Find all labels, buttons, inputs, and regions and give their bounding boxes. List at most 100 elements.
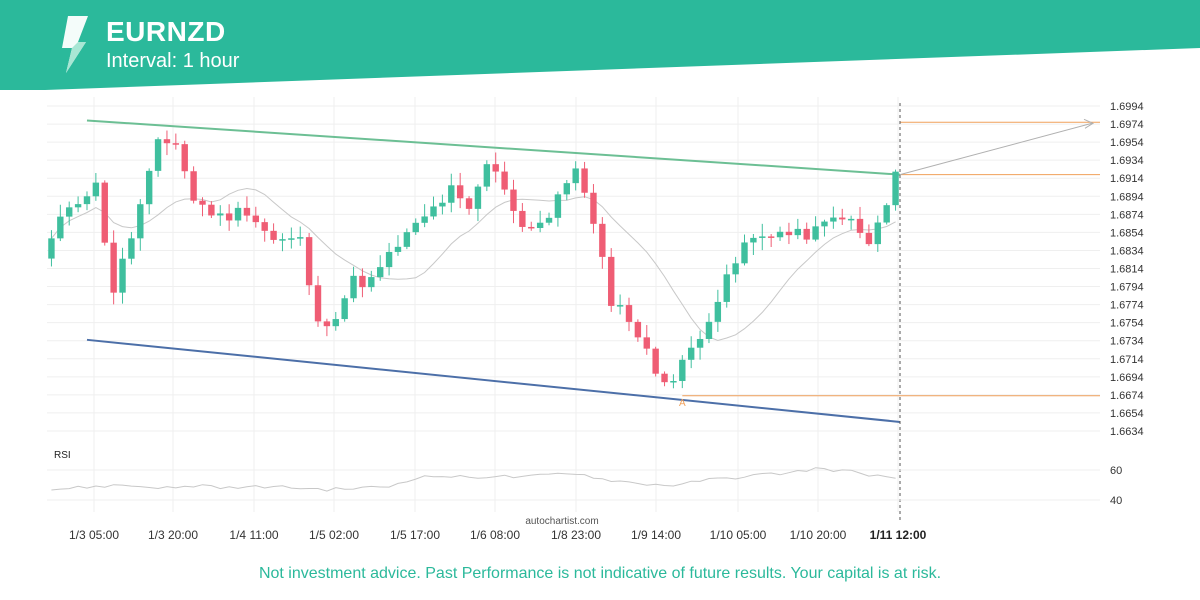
candle-body <box>181 144 188 172</box>
candle-body <box>892 171 899 206</box>
price-tick-label: 1.6834 <box>1110 245 1144 257</box>
rsi-label: RSI <box>54 450 71 461</box>
candle-body <box>812 226 819 240</box>
candle-body <box>412 222 419 233</box>
time-tick-label: 1/10 20:00 <box>790 528 847 542</box>
candle-body <box>519 210 526 227</box>
candle-body <box>119 258 126 293</box>
candle-body <box>74 204 82 208</box>
price-tick-label: 1.6974 <box>1110 119 1144 131</box>
candle-body <box>572 168 579 184</box>
price-tick-label: 1.6694 <box>1110 372 1144 384</box>
candle-body <box>225 213 233 221</box>
candle-body <box>110 242 117 293</box>
risk-disclaimer: Not investment advice. Past Performance … <box>258 565 942 582</box>
price-tick-label: 1.6894 <box>1110 191 1144 203</box>
time-tick-label: 1/5 02:00 <box>309 528 359 542</box>
candle-body <box>554 194 562 218</box>
time-tick-label: 1/5 17:00 <box>390 528 440 542</box>
price-tick-label: 1.6774 <box>1110 300 1144 312</box>
candle-body <box>545 217 553 223</box>
candle-body <box>243 207 251 216</box>
candle-body <box>403 232 411 247</box>
candle-body <box>305 237 313 286</box>
watermark: autochartist.com <box>525 516 598 527</box>
candle-body <box>474 186 482 209</box>
candle-body <box>92 182 100 197</box>
candle-body <box>563 183 570 195</box>
candle-body <box>714 301 722 322</box>
candle-body <box>368 277 375 288</box>
candle-body <box>341 298 348 320</box>
candle-body <box>830 217 837 222</box>
price-tick-label: 1.6874 <box>1110 209 1144 221</box>
candle-body <box>723 274 730 302</box>
candle-body <box>385 251 393 268</box>
candle-body <box>883 205 890 223</box>
price-axis: 1.6994 1.6974 1.6954 1.6934 1.6914 1.6894 1.68… <box>1110 101 1144 438</box>
candle-body <box>359 275 366 288</box>
rsi-tick-label: 40 <box>1110 495 1122 507</box>
candle-body <box>776 231 784 238</box>
candle-body <box>608 256 615 306</box>
candle-body <box>759 236 766 238</box>
price-tick-label: 1.6934 <box>1110 155 1144 167</box>
interval-label: Interval: 1 hour <box>106 50 240 72</box>
price-tick-label: 1.6674 <box>1110 390 1144 402</box>
candle-body <box>705 321 713 339</box>
candle-body <box>270 230 277 240</box>
candle-body <box>536 222 544 229</box>
candle-body <box>732 263 739 275</box>
candle-body <box>394 246 402 252</box>
candle-body <box>821 221 828 227</box>
candle-body <box>83 196 91 205</box>
moving-average-line <box>51 187 896 342</box>
candle-body <box>616 305 624 307</box>
candle-body <box>252 215 260 223</box>
candle-body <box>670 381 677 383</box>
candle-body <box>57 216 64 239</box>
candle-body <box>154 139 162 171</box>
candle-body <box>750 237 757 243</box>
candle-body <box>332 319 339 327</box>
candle-body <box>741 242 748 264</box>
candle-body <box>652 348 659 374</box>
candle-body <box>510 189 517 211</box>
support-trendline <box>86 338 901 423</box>
pattern-levels <box>86 119 1100 423</box>
candle-body <box>190 171 197 201</box>
rsi-tick-label: 60 <box>1110 465 1122 477</box>
price-tick-label: 1.6814 <box>1110 264 1144 276</box>
price-tick-label: 1.6954 <box>1110 137 1144 149</box>
moving-average <box>51 187 896 342</box>
pivot-label: A <box>679 398 686 409</box>
time-tick-label: 1/6 08:00 <box>470 528 520 542</box>
candle-body <box>501 171 508 190</box>
candle-body <box>767 236 775 238</box>
candle-body <box>377 267 384 278</box>
candle-body <box>581 168 588 193</box>
price-tick-label: 1.6994 <box>1110 101 1144 113</box>
pattern-overlay: A <box>679 103 1095 520</box>
rsi-line <box>51 467 896 492</box>
candle-body <box>128 238 135 259</box>
candle-body <box>785 231 793 236</box>
candle-body <box>323 321 331 327</box>
candle-body <box>528 226 535 229</box>
candle-body <box>172 143 180 145</box>
candle-body <box>208 204 215 216</box>
resistance-trendline <box>86 119 901 176</box>
candle-body <box>279 239 286 241</box>
candle-body <box>839 217 846 220</box>
candle-body <box>465 198 473 209</box>
time-tick-label: 1/8 23:00 <box>551 528 601 542</box>
candle-body <box>794 228 802 236</box>
candle-body <box>101 182 108 243</box>
price-tick-label: 1.6714 <box>1110 354 1144 366</box>
candle-body <box>145 170 153 205</box>
candle-body <box>874 222 881 245</box>
candle-body <box>137 204 144 239</box>
candle-body <box>687 347 695 360</box>
symbol-title: EURNZD <box>106 16 226 47</box>
projection-arrowhead <box>1083 118 1095 129</box>
